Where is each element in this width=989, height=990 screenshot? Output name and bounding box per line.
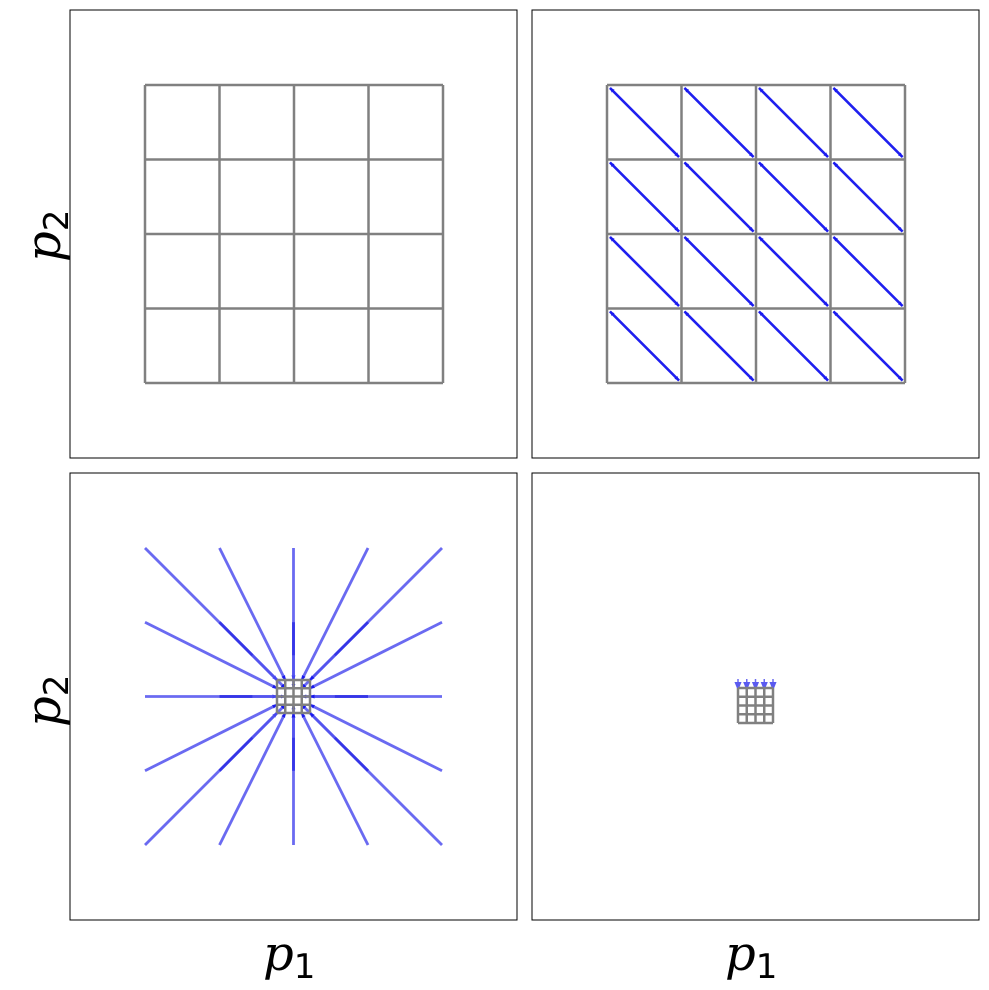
contraction-arrow bbox=[309, 547, 443, 681]
flow-arrow bbox=[758, 310, 829, 382]
flow-arrow bbox=[683, 87, 755, 158]
flow-arrow bbox=[683, 161, 755, 233]
panel-original-grid bbox=[69, 9, 518, 459]
contraction-arrow bbox=[218, 547, 287, 681]
contraction-arrow bbox=[300, 712, 370, 846]
flow-arrow bbox=[832, 310, 904, 382]
panel-collapsed bbox=[531, 472, 980, 921]
flow-arrow bbox=[609, 236, 680, 307]
flow-arrow bbox=[609, 87, 680, 158]
panel-contraction bbox=[69, 472, 518, 921]
arrow-field bbox=[609, 87, 904, 382]
flow-arrow bbox=[683, 310, 755, 382]
contraction-arrow bbox=[309, 620, 443, 690]
grid bbox=[143, 83, 445, 385]
contraction-arrow bbox=[144, 703, 278, 773]
flow-arrow bbox=[758, 87, 829, 158]
arrow-field bbox=[144, 547, 443, 846]
contraction-arrow bbox=[218, 712, 287, 846]
contraction-arrow bbox=[309, 712, 443, 846]
flow-arrow bbox=[832, 87, 904, 158]
x-axis-label-right: p1 bbox=[725, 926, 777, 987]
contraction-arrow-overlap bbox=[218, 736, 254, 772]
contraction-arrow bbox=[300, 547, 370, 681]
grid bbox=[275, 678, 312, 715]
contraction-arrow-overlap bbox=[333, 736, 369, 772]
y-axis-label-bottom: p2 bbox=[16, 675, 77, 727]
y-axis-label-top: p2 bbox=[16, 210, 77, 262]
flow-arrow bbox=[683, 236, 755, 307]
panel-shear-flow bbox=[531, 9, 980, 459]
flow-arrow bbox=[609, 161, 680, 233]
flow-arrow bbox=[758, 161, 829, 233]
flow-arrow bbox=[832, 161, 904, 233]
contraction-arrow-overlap bbox=[218, 621, 254, 657]
grid bbox=[736, 686, 775, 725]
flow-arrow bbox=[609, 310, 680, 382]
flow-arrow bbox=[832, 236, 904, 307]
contraction-arrow bbox=[309, 703, 443, 773]
grid bbox=[605, 83, 907, 385]
flow-arrow bbox=[758, 236, 829, 307]
x-axis-label-left: p1 bbox=[263, 926, 315, 987]
contraction-arrow-overlap bbox=[333, 621, 369, 657]
contraction-arrow bbox=[144, 620, 278, 690]
